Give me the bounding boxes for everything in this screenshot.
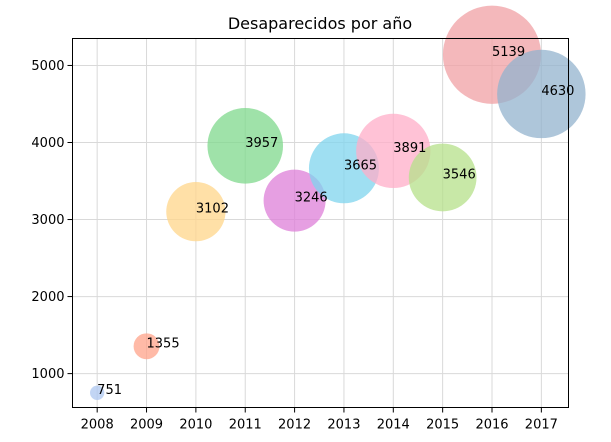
data-labels-layer: 751 1355 3102 3957 3246 3665 3891 3546 5139 4630 (97, 45, 574, 398)
bubble-2011 (207, 108, 284, 184)
bubbles-layer (90, 5, 586, 400)
data-label-2009: 1355 (147, 336, 180, 351)
plot-frame (72, 38, 569, 408)
x-tick-label: 2010 (179, 418, 212, 433)
y-tick-label: 5000 (31, 59, 64, 74)
data-label-2011: 3957 (245, 136, 278, 151)
x-tick-label: 2015 (426, 418, 459, 433)
y-axis: 1000 2000 3000 4000 5000 (31, 59, 73, 382)
data-label-2010: 3102 (196, 202, 229, 217)
bubble-2010 (166, 182, 226, 242)
x-tick-label: 2013 (327, 418, 360, 433)
bubble-2009 (133, 333, 160, 360)
x-tick-label: 2008 (81, 418, 114, 433)
x-tick-label: 2017 (525, 418, 558, 433)
x-axis: 2008 2009 2010 2011 2012 2013 2014 2015 2016 2017 (81, 407, 558, 433)
data-label-2015: 3546 (443, 167, 476, 182)
data-label-2012: 3246 (295, 191, 328, 206)
x-tick-label: 2011 (229, 418, 262, 433)
x-tick-label: 2014 (377, 418, 410, 433)
data-label-2008: 751 (97, 383, 122, 398)
bubble-2015 (408, 143, 477, 212)
x-tick-label: 2016 (475, 418, 508, 433)
data-label-2017: 4630 (541, 84, 574, 99)
bubble-2017 (497, 49, 586, 139)
y-tick-label: 2000 (31, 290, 64, 305)
y-tick-label: 1000 (31, 367, 64, 382)
x-tick-label: 2009 (130, 418, 163, 433)
y-tick-label: 4000 (31, 136, 64, 151)
x-tick-label: 2012 (278, 418, 311, 433)
bubble-2008 (90, 385, 105, 400)
y-tick-label: 3000 (31, 213, 64, 228)
data-label-2016: 5139 (492, 45, 525, 60)
chart-title: Desaparecidos por año (228, 14, 412, 33)
data-label-2013: 3665 (344, 158, 377, 173)
data-label-2014: 3891 (393, 141, 426, 156)
bubble-2012 (263, 169, 326, 232)
